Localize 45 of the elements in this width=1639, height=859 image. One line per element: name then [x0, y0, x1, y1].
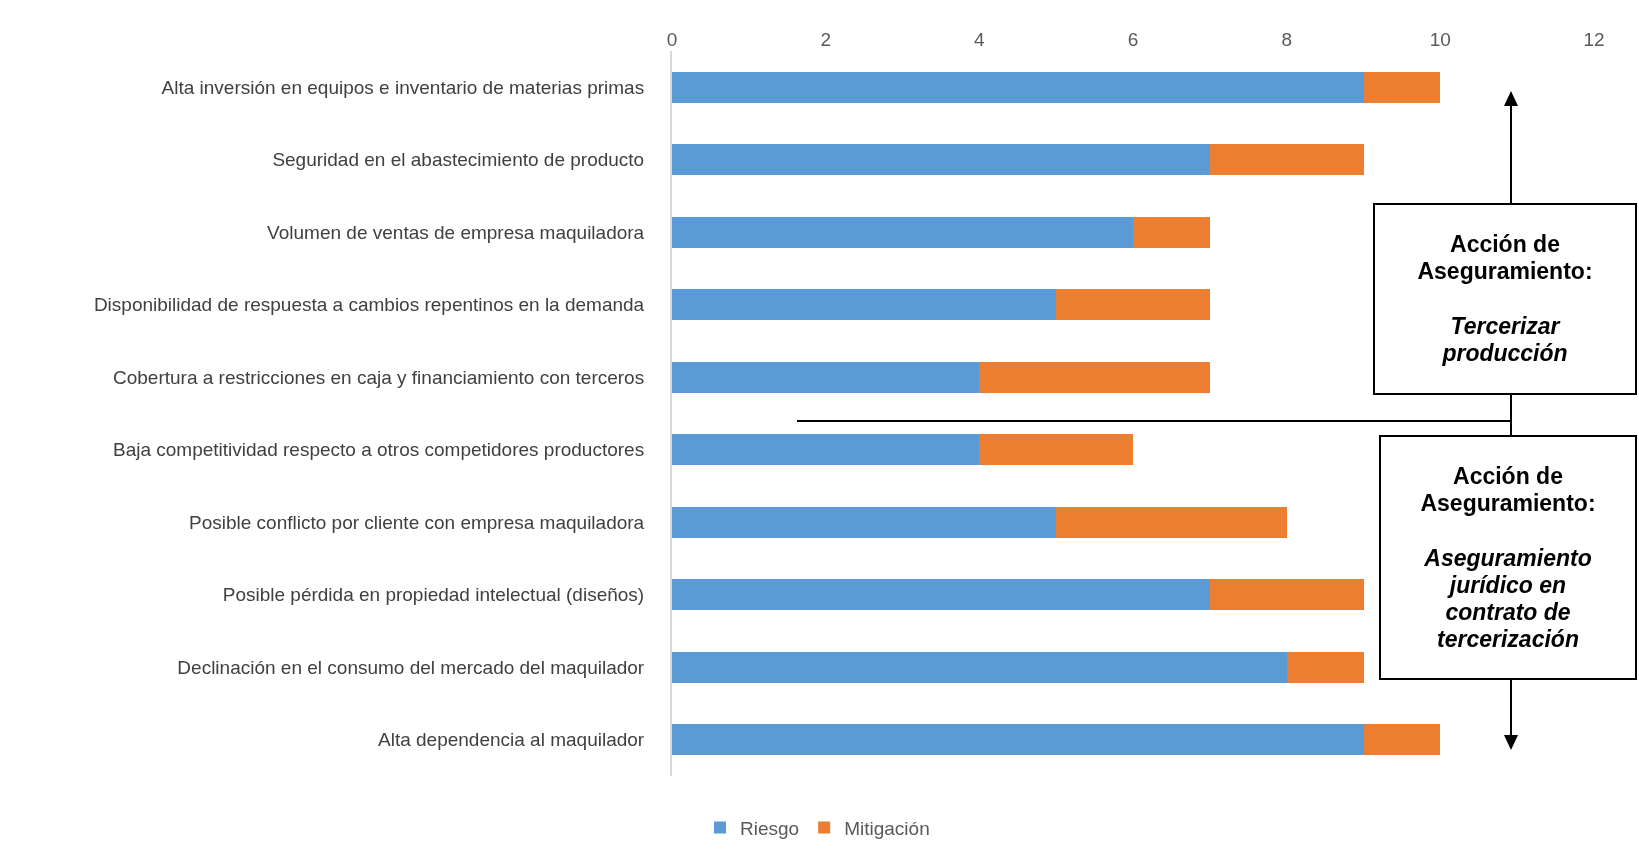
bar: [672, 216, 1133, 248]
bar: [672, 724, 1364, 756]
y-tick-label: Baja competitividad respecto a otros competidores productores: [112, 439, 645, 461]
bar: [672, 71, 1364, 103]
bar: [1286, 651, 1364, 683]
x-tick-label: 2: [820, 29, 831, 51]
y-tick-label: Posible pérdida en propiedad intelectual (diseños): [222, 584, 645, 606]
annotation: Acción de Aseguramiento:: [1416, 231, 1594, 285]
y-tick-label: Declinación en el consumo del mercado del maquilador: [177, 656, 645, 678]
bar: [672, 506, 1057, 538]
x-tick-label: 6: [1127, 29, 1139, 51]
bar: [1363, 724, 1441, 756]
bar: [672, 434, 980, 466]
y-tick-label: Alta inversión en equipos e inventario de materias primas: [161, 76, 645, 98]
y-tick-label: Seguridad en el abastecimiento de producto: [272, 149, 645, 171]
bar: [1133, 216, 1210, 248]
bar: [979, 434, 1133, 466]
bar: [672, 579, 1210, 611]
bar: [672, 144, 1210, 176]
annotation: Tercerizar producción: [1441, 313, 1569, 367]
text-box: Acción de Aseguramiento: Tercerizar producción: [1373, 203, 1637, 395]
bar: [1209, 579, 1364, 611]
x-tick-label: 8: [1281, 29, 1292, 51]
x-tick-label: 10: [1429, 29, 1451, 51]
annotation: Aseguramiento jurídico en contrato de tercerización: [1423, 544, 1593, 653]
bar: [672, 289, 1057, 321]
bar: [672, 651, 1287, 683]
bar: [1363, 71, 1441, 103]
bar: [1056, 289, 1210, 321]
y-tick-label: Volumen de ventas de empresa maquiladora: [267, 221, 645, 243]
legend-label: Riesgo: [740, 817, 800, 839]
bar: [672, 361, 980, 393]
annotation: Acción de Aseguramiento:: [1419, 462, 1597, 517]
y-tick-label: Alta dependencia al maquilador: [378, 729, 645, 751]
bar: [979, 361, 1210, 393]
x-tick-label: 0: [666, 29, 678, 51]
x-tick-label: 12: [1583, 29, 1605, 51]
bar: [1209, 144, 1364, 176]
x-tick-label: 4: [974, 29, 986, 51]
y-tick-label: Disponibilidad de respuesta a cambios repentinos en la demanda: [93, 294, 645, 316]
text-box: Acción de Aseguramiento: Aseguramiento jurídico en contrato de tercerización: [1379, 435, 1637, 680]
y-tick-label: Cobertura a restricciones en caja y financiamiento con terceros: [113, 366, 645, 388]
bar: [1056, 506, 1287, 538]
y-tick-label: Posible conflicto por cliente con empresa maquiladora: [189, 511, 645, 533]
legend-label: Mitigación: [844, 817, 930, 839]
